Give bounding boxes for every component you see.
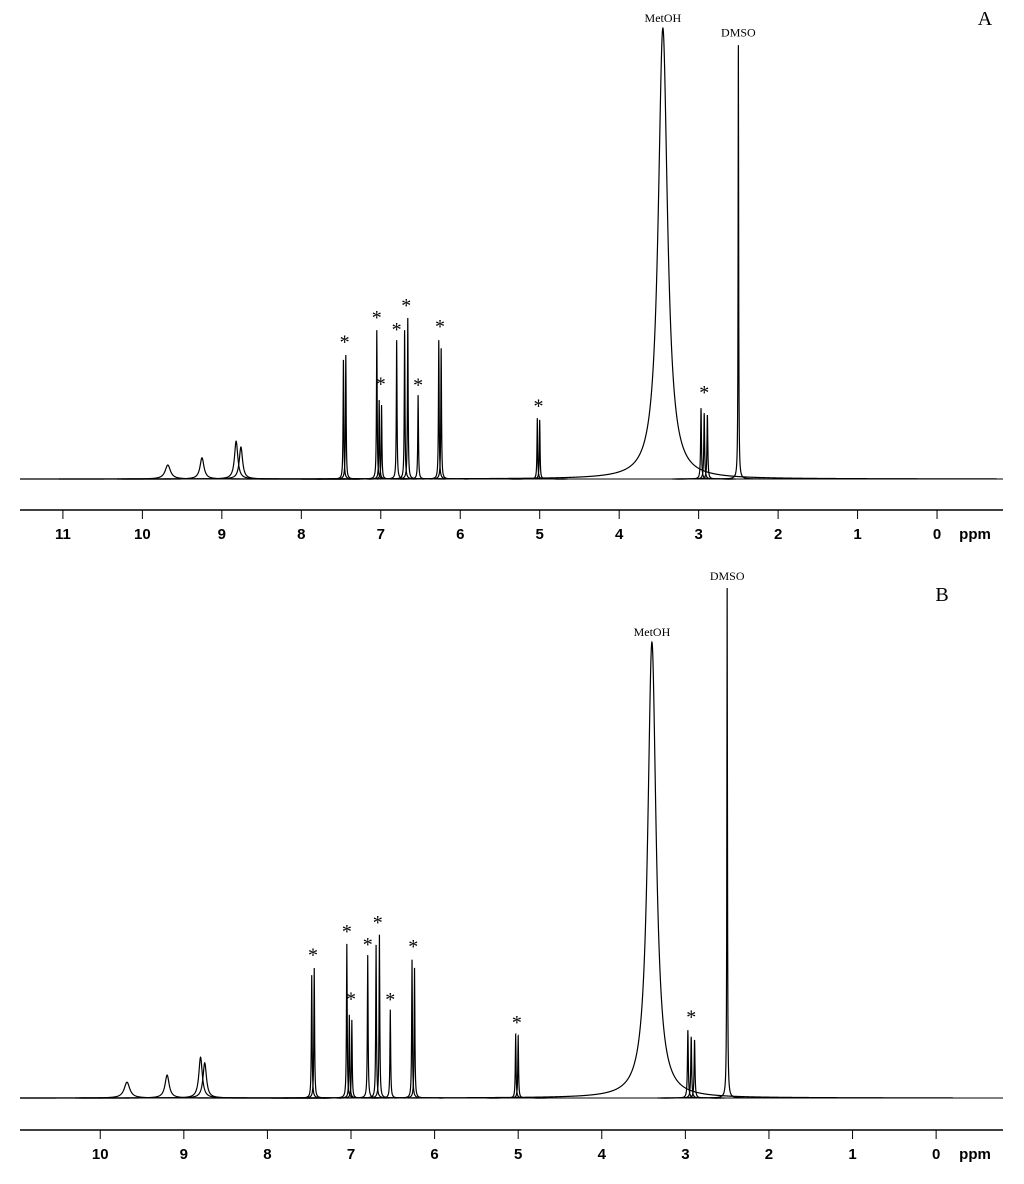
peak (20, 1074, 318, 1099)
peak (376, 330, 433, 480)
x-tick-label: 2 (765, 1146, 773, 1163)
x-tick-label: 9 (180, 1146, 188, 1163)
peak (329, 27, 997, 480)
x-tick-label: 7 (347, 1146, 355, 1163)
peak-annotation: MetOH (634, 625, 671, 639)
x-tick-label: 4 (615, 526, 624, 543)
peak (675, 413, 733, 480)
peak (320, 1014, 379, 1099)
x-axis-label: ppm (959, 1146, 991, 1163)
peak (678, 414, 736, 480)
peak-marker: * (373, 912, 383, 934)
peak (20, 464, 359, 480)
x-tick-label: 10 (134, 526, 151, 543)
peak (509, 418, 566, 480)
peak (664, 1039, 725, 1099)
peak (379, 317, 436, 480)
peak-marker: * (342, 921, 352, 943)
peak (282, 975, 341, 1099)
peak-marker: * (385, 989, 395, 1011)
peak-marker: * (401, 295, 411, 317)
peak-marker: * (340, 332, 350, 354)
peak (385, 967, 444, 1099)
peak-marker: * (512, 1012, 522, 1034)
peak (322, 1019, 382, 1099)
x-tick-label: 5 (514, 1146, 522, 1163)
peak (350, 934, 409, 1099)
x-tick-label: 6 (430, 1146, 438, 1163)
peak-marker: * (534, 396, 544, 418)
x-tick-label: 11 (55, 526, 71, 543)
peak (511, 419, 568, 480)
x-tick-label: 1 (853, 526, 861, 543)
x-tick-label: 5 (536, 526, 544, 543)
x-tick-label: 7 (377, 526, 385, 543)
peak-marker: * (435, 316, 445, 338)
peak-marker: * (408, 936, 418, 958)
x-tick-label: 0 (932, 1146, 940, 1163)
x-tick-label: 4 (598, 1146, 607, 1163)
peak (284, 967, 344, 1099)
x-tick-label: 9 (218, 526, 226, 543)
peak (488, 1034, 548, 1099)
x-tick-label: 1 (848, 1146, 856, 1163)
peak (353, 405, 410, 480)
peak-marker: * (392, 319, 402, 341)
peak (58, 457, 345, 480)
x-tick-label: 8 (263, 1146, 271, 1163)
peak-marker: * (413, 374, 423, 396)
peak-annotation: DMSO (710, 569, 745, 583)
x-tick-label: 6 (456, 526, 464, 543)
panel-label: B (935, 584, 948, 606)
peak-annotation: MetOH (645, 11, 682, 25)
peak (315, 359, 372, 480)
peak-marker: * (699, 382, 709, 404)
peak-marker: * (376, 374, 386, 396)
peak (657, 1030, 718, 1099)
peak (351, 640, 953, 1099)
peak (486, 1032, 545, 1099)
peak (318, 354, 374, 480)
peak (672, 408, 730, 480)
peak (710, 45, 767, 480)
x-tick-label: 3 (681, 1146, 689, 1163)
x-tick-label: 8 (297, 526, 305, 543)
peak (79, 1061, 331, 1099)
panel-label: A (978, 8, 993, 30)
peak-marker: * (346, 988, 356, 1010)
x-tick-label: 3 (694, 526, 702, 543)
peak-marker: * (363, 934, 373, 956)
peak (697, 587, 757, 1099)
x-axis-label: ppm (959, 526, 991, 543)
peak-marker: * (686, 1007, 696, 1029)
x-tick-label: 0 (933, 526, 941, 543)
x-tick-label: 10 (92, 1146, 109, 1163)
peak-annotation: DMSO (721, 26, 756, 40)
peak-marker: * (308, 944, 318, 966)
peak-marker: * (372, 307, 382, 329)
x-tick-label: 2 (774, 526, 782, 543)
peak (346, 944, 406, 1099)
peak (413, 348, 469, 480)
